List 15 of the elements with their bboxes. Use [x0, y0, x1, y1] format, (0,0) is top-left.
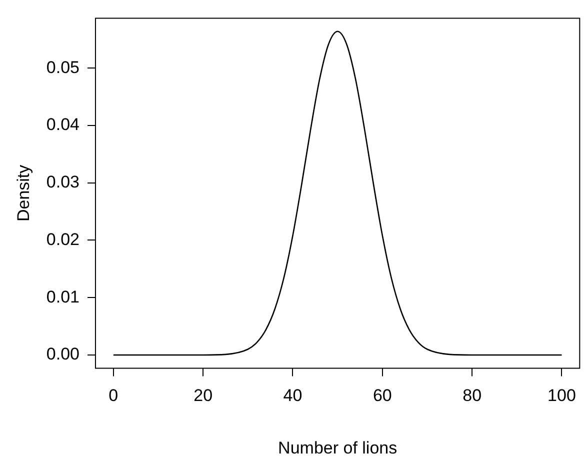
y-tick-label: 0.04 — [46, 115, 80, 134]
x-tick-label: 60 — [372, 386, 392, 406]
x-tick-label: 80 — [462, 386, 482, 406]
y-tick-label: 0.01 — [46, 287, 80, 306]
x-axis-title: Number of lions — [278, 438, 398, 458]
x-tick-label: 40 — [283, 386, 302, 406]
y-axis-title: Density — [14, 164, 33, 222]
y-tick-label: 0.00 — [46, 344, 80, 364]
x-tick-label: 0 — [108, 386, 118, 406]
x-tick-label: 20 — [194, 386, 213, 406]
line-series — [112, 30, 562, 356]
y-tick-label: 0.02 — [46, 230, 80, 249]
y-tick-label: 0.05 — [46, 58, 80, 77]
x-tick-label: 100 — [548, 386, 576, 406]
y-tick-label: 0.03 — [46, 172, 80, 192]
